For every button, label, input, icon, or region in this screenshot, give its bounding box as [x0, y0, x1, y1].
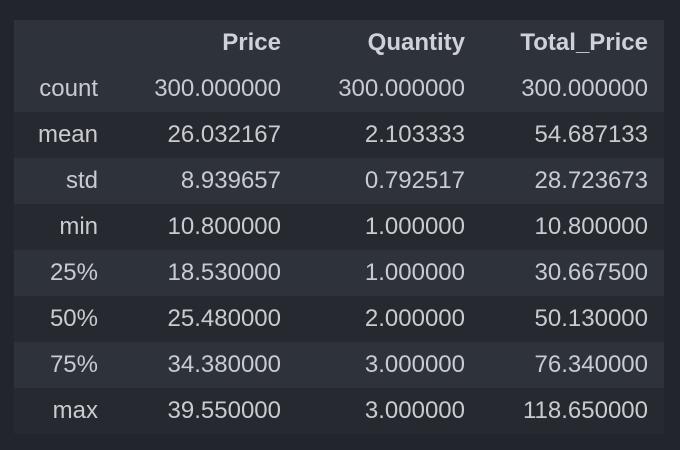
column-header-price: Price [114, 20, 297, 66]
index-header [14, 20, 114, 66]
cell-price: 25.480000 [114, 296, 297, 342]
cell-total-price: 30.667500 [481, 250, 664, 296]
table-row: max 39.550000 3.000000 118.650000 [14, 388, 664, 434]
cell-quantity: 0.792517 [297, 158, 481, 204]
cell-total-price: 118.650000 [481, 388, 664, 434]
cell-quantity: 2.103333 [297, 112, 481, 158]
cell-total-price: 300.000000 [481, 66, 664, 112]
cell-price: 26.032167 [114, 112, 297, 158]
cell-price: 18.530000 [114, 250, 297, 296]
cell-price: 300.000000 [114, 66, 297, 112]
row-label: 50% [14, 296, 114, 342]
cell-price: 39.550000 [114, 388, 297, 434]
cell-quantity: 1.000000 [297, 250, 481, 296]
table-header-row: Price Quantity Total_Price [14, 20, 664, 66]
row-label: min [14, 204, 114, 250]
cell-price: 10.800000 [114, 204, 297, 250]
cell-total-price: 10.800000 [481, 204, 664, 250]
cell-total-price: 76.340000 [481, 342, 664, 388]
cell-total-price: 54.687133 [481, 112, 664, 158]
table-row: 25% 18.530000 1.000000 30.667500 [14, 250, 664, 296]
cell-quantity: 3.000000 [297, 388, 481, 434]
row-label: mean [14, 112, 114, 158]
cell-total-price: 28.723673 [481, 158, 664, 204]
column-header-quantity: Quantity [297, 20, 481, 66]
cell-quantity: 3.000000 [297, 342, 481, 388]
table-row: count 300.000000 300.000000 300.000000 [14, 66, 664, 112]
cell-quantity: 300.000000 [297, 66, 481, 112]
row-label: std [14, 158, 114, 204]
table-row: min 10.800000 1.000000 10.800000 [14, 204, 664, 250]
cell-price: 8.939657 [114, 158, 297, 204]
table-body: count 300.000000 300.000000 300.000000 m… [14, 66, 664, 434]
table-row: std 8.939657 0.792517 28.723673 [14, 158, 664, 204]
table-row: 50% 25.480000 2.000000 50.130000 [14, 296, 664, 342]
describe-table: Price Quantity Total_Price count 300.000… [14, 20, 664, 434]
cell-quantity: 2.000000 [297, 296, 481, 342]
cell-total-price: 50.130000 [481, 296, 664, 342]
row-label: max [14, 388, 114, 434]
row-label: count [14, 66, 114, 112]
cell-quantity: 1.000000 [297, 204, 481, 250]
column-header-total-price: Total_Price [481, 20, 664, 66]
row-label: 75% [14, 342, 114, 388]
cell-price: 34.380000 [114, 342, 297, 388]
row-label: 25% [14, 250, 114, 296]
table-row: 75% 34.380000 3.000000 76.340000 [14, 342, 664, 388]
table-row: mean 26.032167 2.103333 54.687133 [14, 112, 664, 158]
